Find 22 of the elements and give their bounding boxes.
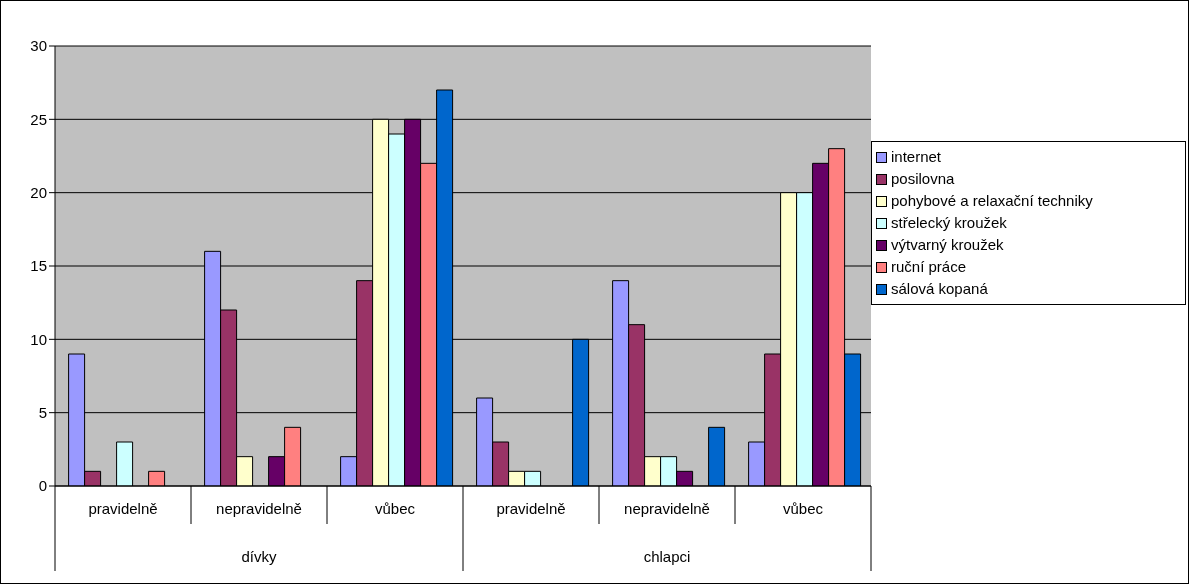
x-tick-label: nepravidelně: [624, 500, 710, 517]
y-tick-label: 30: [30, 37, 47, 55]
y-tick-label: 10: [30, 330, 47, 348]
y-tick-label: 5: [38, 403, 47, 421]
y-tick-label: 20: [30, 183, 47, 201]
x-tick-label: vůbec: [374, 500, 416, 517]
legend-label: internet: [891, 147, 942, 167]
y-tick-label: 25: [30, 110, 47, 128]
y-tick-label: 0: [38, 477, 47, 495]
legend-label: posilovna: [891, 169, 955, 189]
text: chlapci: [642, 548, 692, 565]
legend-label: střelecký kroužek: [891, 213, 1007, 233]
legend-label: pohybové a relaxační techniky: [891, 191, 1093, 211]
legend-label: ruční práce: [891, 257, 967, 277]
text: dívky: [240, 548, 278, 565]
legend-label: sálová kopaná: [891, 279, 988, 299]
x-tick-label: vůbec: [782, 500, 824, 517]
y-tick-label: 15: [30, 257, 47, 275]
x-tick-label: nepravidelně: [216, 500, 302, 517]
x-tick-label: pravidelně: [88, 500, 158, 517]
x-tick-label: pravidelně: [496, 500, 566, 517]
legend-label: výtvarný kroužek: [891, 235, 1004, 255]
